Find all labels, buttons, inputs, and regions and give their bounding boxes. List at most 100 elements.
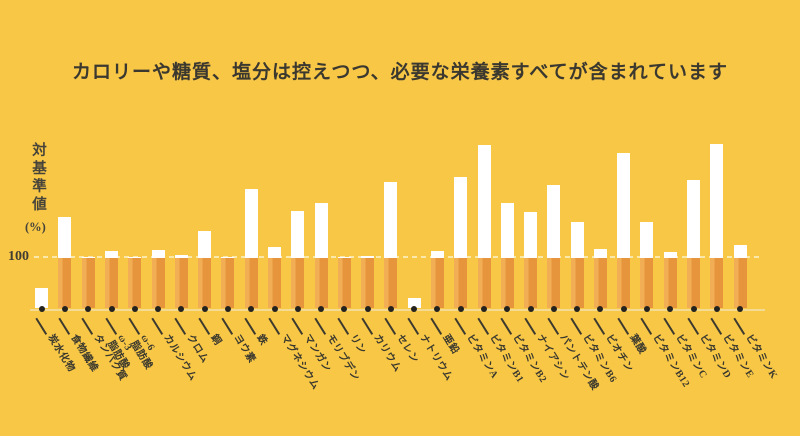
axis-point-marker: [224, 306, 231, 312]
label-leader-line: [477, 317, 489, 335]
chart-title: カロリーや糖質、塩分は控えつつ、必要な栄養素すべてが含まれています: [71, 62, 728, 83]
axis-point-marker: [108, 306, 115, 312]
bar-overflow-segment: [430, 251, 444, 258]
bar-overflow-segment: [617, 153, 631, 258]
label-leader-line: [128, 317, 140, 335]
bar-overflow-segment: [81, 256, 95, 258]
axis-point-marker: [318, 306, 325, 312]
axis-point-marker: [131, 306, 138, 312]
axis-point-marker: [527, 306, 534, 312]
axis-point-marker: [38, 306, 45, 312]
bar-overflow-segment: [640, 222, 654, 258]
axis-point-marker: [364, 306, 371, 312]
label-leader-line: [35, 317, 47, 335]
bar-base-segment: [291, 257, 305, 309]
label-leader-line: [384, 317, 396, 335]
y-axis-unit-label: (%): [25, 220, 46, 234]
bar-overflow-segment: [663, 251, 677, 258]
bar-base-segment: [477, 257, 491, 309]
axis-point-marker: [643, 306, 650, 312]
axis-point-marker: [620, 306, 627, 312]
bar-base-segment: [500, 257, 514, 309]
bar-base-segment: [454, 257, 468, 309]
label-leader-line: [244, 317, 257, 335]
axis-point-marker: [178, 306, 185, 312]
bar-overflow-segment: [593, 249, 607, 258]
label-leader-line: [547, 317, 559, 335]
bar-overflow-segment: [361, 255, 375, 258]
bar-below-target: [35, 288, 49, 309]
bar-base-segment: [268, 257, 281, 309]
reference-value-label: 100: [8, 249, 29, 264]
axis-point-marker: [504, 306, 511, 312]
label-leader-line: [407, 317, 420, 335]
label-leader-line: [454, 317, 466, 335]
bar-base-segment: [430, 257, 444, 309]
bar-overflow-segment: [291, 210, 305, 258]
label-leader-line: [337, 317, 350, 335]
label-leader-line: [617, 317, 629, 335]
bar-overflow-segment: [500, 203, 514, 258]
axis-point-marker: [201, 306, 208, 312]
bar-overflow-segment: [570, 222, 584, 258]
label-leader-line: [593, 317, 606, 335]
bar-overflow-segment: [244, 188, 258, 258]
bar-base-segment: [733, 257, 747, 309]
bar-overflow-segment: [384, 181, 398, 258]
axis-point-marker: [550, 306, 557, 312]
axis-point-marker: [271, 306, 278, 312]
bar-base-segment: [221, 257, 235, 309]
axis-point-marker: [85, 306, 92, 312]
label-leader-line: [221, 317, 233, 335]
bar-base-segment: [58, 257, 72, 309]
label-leader-line: [360, 317, 373, 335]
bar-overflow-segment: [58, 216, 72, 258]
bar-overflow-segment: [710, 143, 724, 258]
bar-base-segment: [617, 257, 631, 309]
bar-overflow-segment: [524, 212, 538, 258]
bar-base-segment: [547, 257, 561, 309]
axis-point-marker: [597, 306, 604, 312]
bar-overflow-segment: [198, 231, 212, 258]
axis-point-marker: [61, 306, 68, 312]
label-leader-line: [174, 317, 187, 335]
label-leader-line: [267, 317, 280, 335]
axis-point-marker: [248, 306, 255, 312]
axis-point-marker: [690, 306, 697, 312]
axis-point-marker: [411, 306, 418, 312]
axis-point-marker: [574, 306, 581, 312]
bar-base-segment: [244, 257, 258, 309]
axis-point-marker: [713, 306, 720, 312]
bar-overflow-segment: [547, 184, 561, 258]
bar-base-segment: [128, 257, 142, 309]
bar-overflow-segment: [174, 254, 188, 258]
bar-base-segment: [570, 257, 584, 309]
reference-dashed-line: [34, 256, 763, 259]
bar-overflow-segment: [337, 257, 351, 258]
label-leader-line: [686, 317, 699, 335]
label-leader-line: [733, 317, 745, 335]
bar-base-segment: [105, 257, 119, 309]
bar-base-segment: [151, 257, 165, 309]
label-leader-line: [151, 317, 163, 335]
bar-overflow-segment: [477, 145, 491, 258]
axis-point-marker: [294, 306, 301, 312]
label-leader-line: [291, 317, 303, 335]
bar-overflow-segment: [314, 203, 328, 258]
bar-overflow-segment: [151, 250, 165, 258]
bar-base-segment: [361, 257, 375, 309]
bar-base-segment: [640, 257, 654, 309]
label-leader-line: [81, 317, 94, 335]
x-axis-baseline: [30, 309, 765, 311]
bar-base-segment: [198, 257, 212, 309]
bar-overflow-segment: [268, 246, 281, 258]
bar-base-segment: [687, 257, 701, 309]
bar-base-segment: [593, 257, 607, 309]
axis-point-marker: [457, 306, 464, 312]
label-leader-line: [640, 317, 652, 335]
bar-overflow-segment: [105, 251, 119, 258]
label-leader-line: [663, 317, 676, 335]
bar-base-segment: [337, 257, 351, 309]
label-leader-line: [710, 317, 722, 335]
bar-overflow-segment: [687, 179, 701, 258]
